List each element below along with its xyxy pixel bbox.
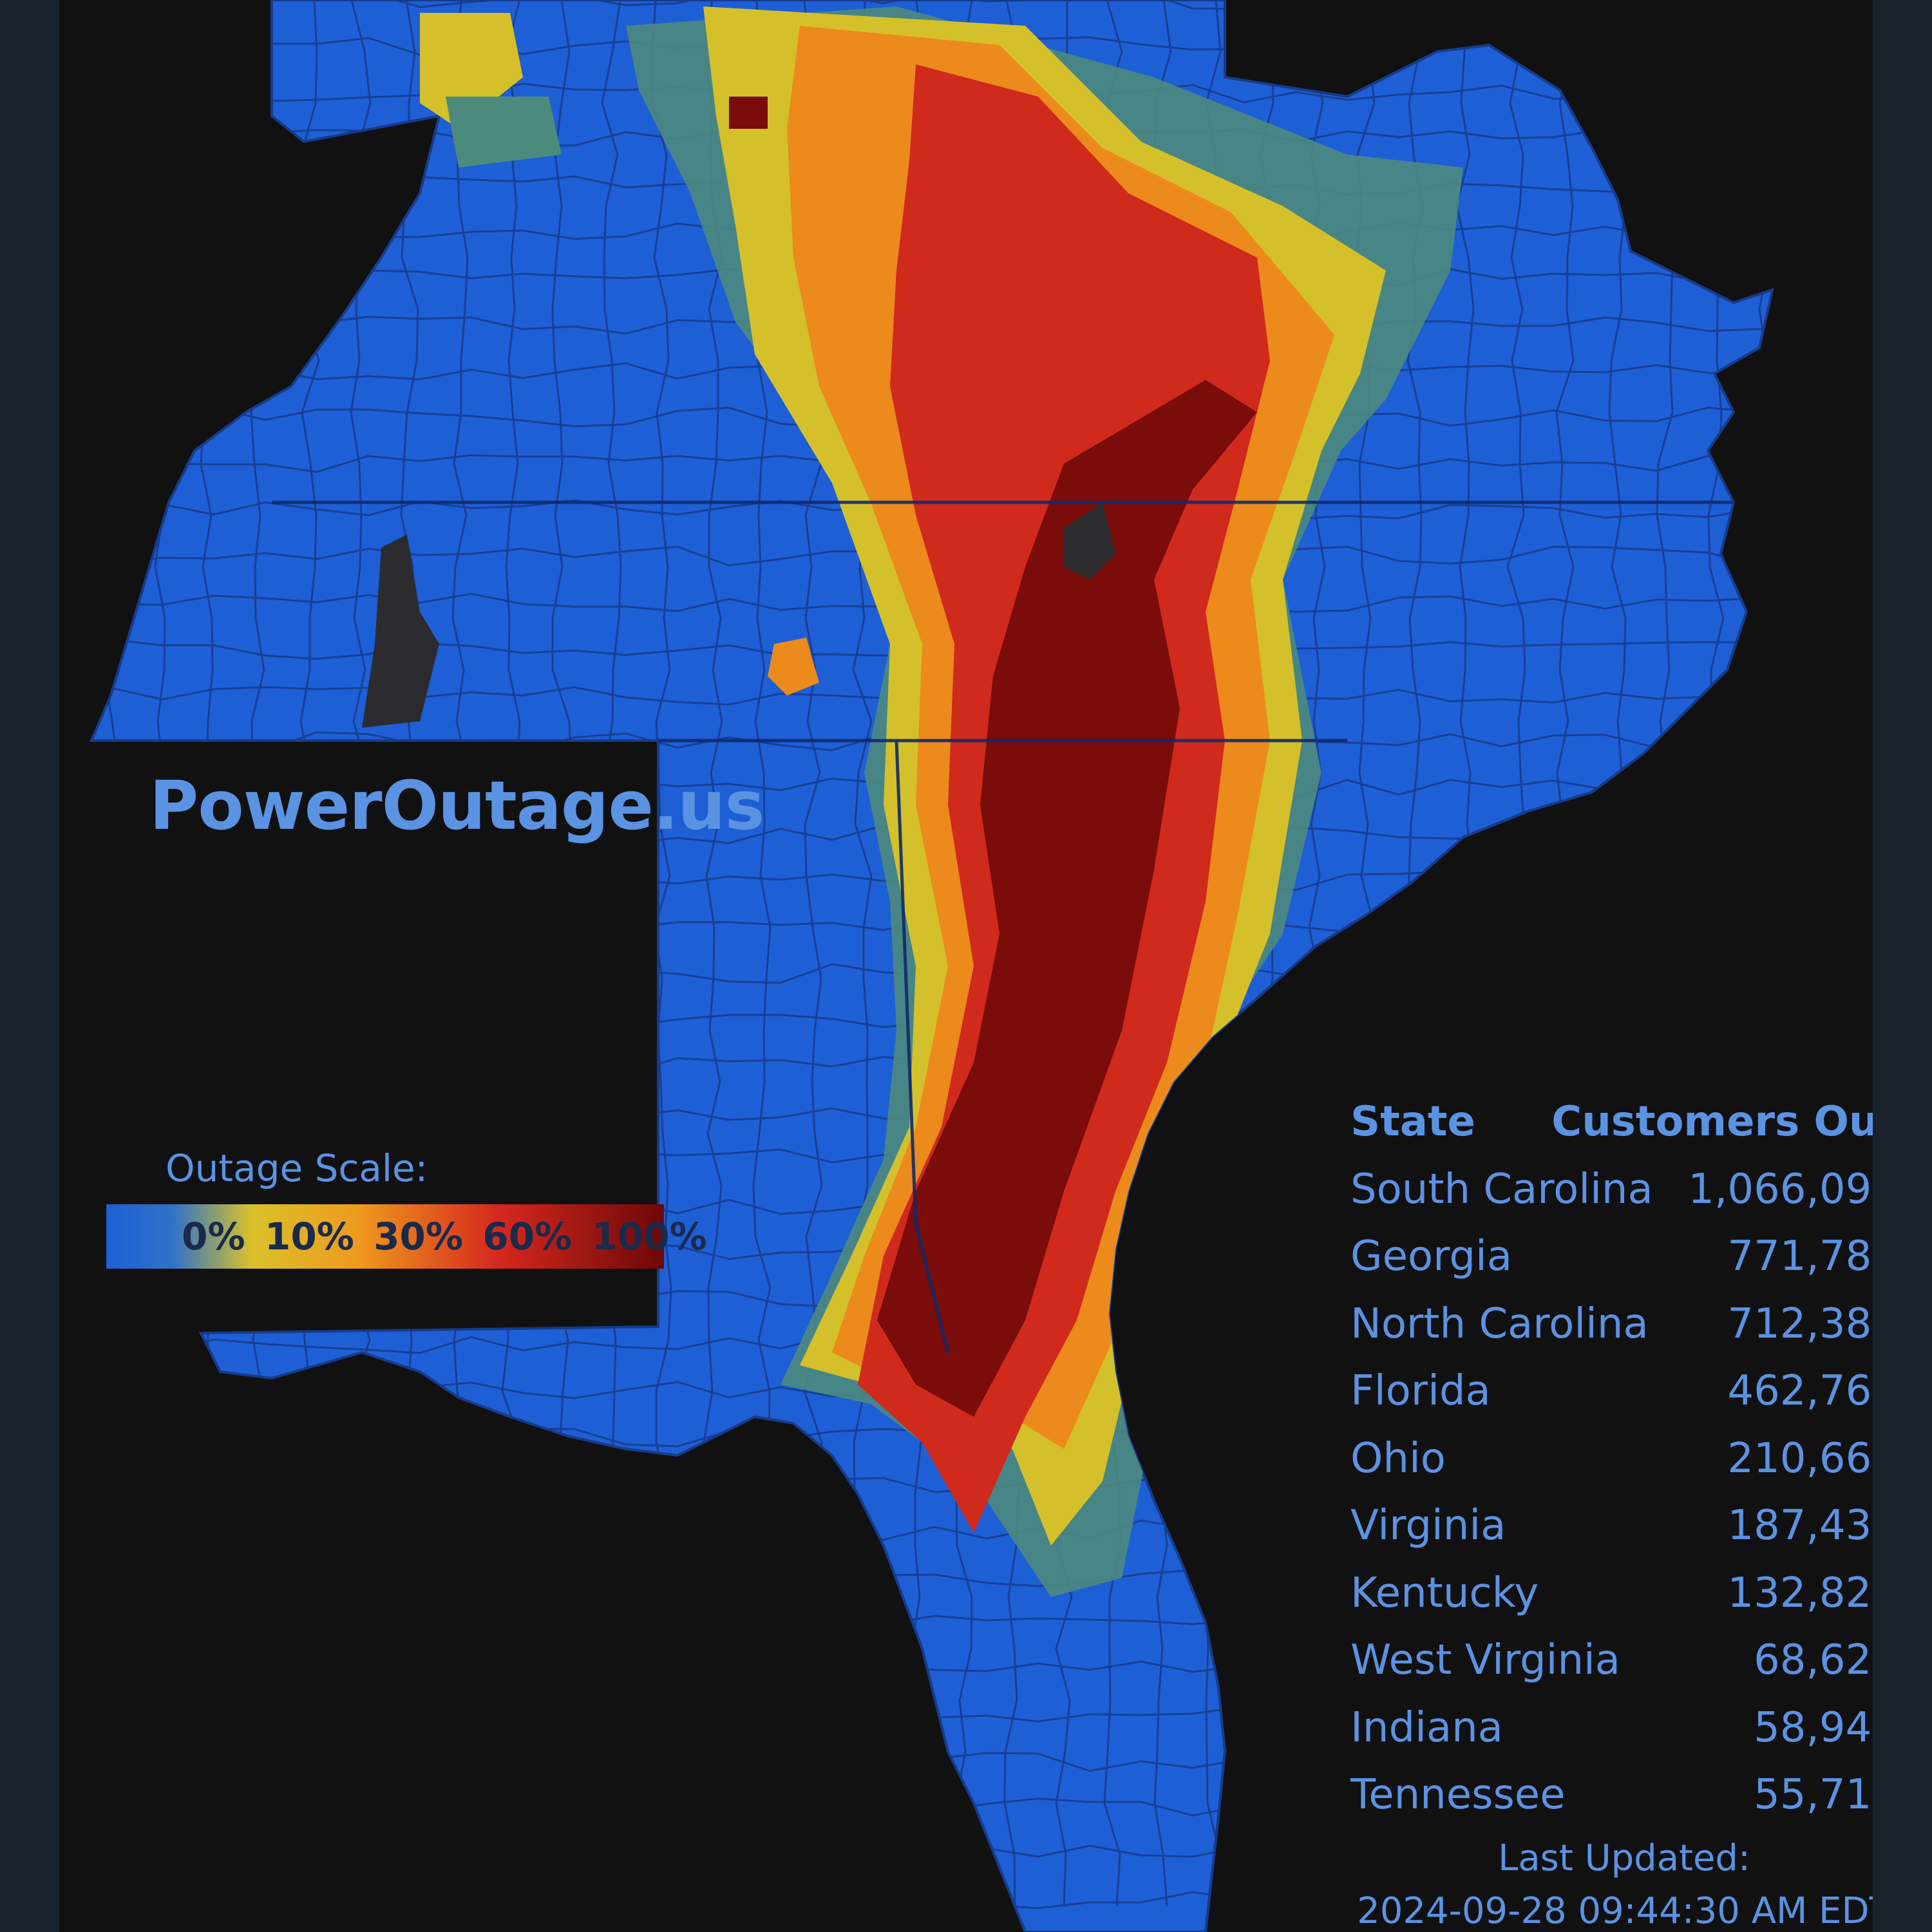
table-row: Kentucky 132,826 <box>1350 1560 1873 1627</box>
table-header: State Customers Out <box>1350 1088 1873 1156</box>
legend-tick: 0% <box>182 1215 245 1258</box>
table-row: North Carolina 712,384 <box>1350 1291 1873 1358</box>
table-row: Ohio 210,667 <box>1350 1425 1873 1493</box>
state-name: Indiana <box>1350 1703 1503 1752</box>
legend-tick: 100% <box>591 1215 707 1258</box>
last-updated-timestamp: 2024-09-28 09:44:30 AM EDT <box>1357 1890 1873 1932</box>
state-borders <box>272 500 1734 1353</box>
legend-gradient <box>106 1204 664 1269</box>
map-frame: PowerOutage.us Outage Scale: 0% 10% 30% … <box>59 0 1873 1932</box>
legend-title: Outage Scale: <box>166 1146 428 1190</box>
customers-out: 712,384 <box>1727 1300 1873 1348</box>
state-name: Ohio <box>1350 1434 1446 1482</box>
outage-zone-teal-2 <box>446 97 562 167</box>
river-feature <box>1064 502 1115 580</box>
header-customers: Customers Out <box>1551 1098 1873 1146</box>
customers-out: 58,947 <box>1754 1703 1873 1752</box>
customers-out: 187,432 <box>1727 1502 1873 1550</box>
customers-out: 68,622 <box>1754 1636 1873 1685</box>
table-row: Georgia 771,782 <box>1350 1223 1873 1291</box>
outage-table: State Customers Out South Carolina 1,066,… <box>1350 1088 1873 1829</box>
customers-out: 210,667 <box>1727 1434 1873 1482</box>
outage-zone-darkred-2 <box>729 97 768 129</box>
table-row: West Virginia 68,622 <box>1350 1627 1873 1694</box>
state-name: Tennessee <box>1350 1771 1566 1819</box>
customers-out: 1,066,098 <box>1688 1165 1873 1213</box>
last-updated-label: Last Updated: <box>1498 1837 1750 1879</box>
state-name: Georgia <box>1350 1233 1512 1281</box>
customers-out: 462,763 <box>1727 1367 1873 1416</box>
state-name: West Virginia <box>1350 1636 1620 1685</box>
customers-out: 132,826 <box>1727 1569 1873 1617</box>
outage-map[interactable] <box>59 0 1873 1932</box>
table-row: Indiana 58,947 <box>1350 1694 1873 1762</box>
table-row: Florida 462,763 <box>1350 1358 1873 1425</box>
outage-zone-darkred <box>877 380 1257 1417</box>
brand-logo[interactable]: PowerOutage.us <box>149 766 764 845</box>
legend-tick: 10% <box>265 1215 354 1258</box>
legend-tick: 60% <box>482 1215 573 1258</box>
table-row: South Carolina 1,066,098 <box>1350 1156 1873 1224</box>
state-name: Virginia <box>1350 1502 1506 1550</box>
state-name: Kentucky <box>1350 1569 1539 1617</box>
state-name: Florida <box>1350 1367 1491 1416</box>
header-state: State <box>1350 1098 1475 1146</box>
legend-tick: 30% <box>374 1215 464 1258</box>
outage-zone-yellow-2 <box>420 13 523 129</box>
customers-out: 771,782 <box>1727 1233 1873 1281</box>
state-name: North Carolina <box>1350 1300 1649 1348</box>
lake-feature <box>362 535 439 728</box>
state-name: South Carolina <box>1350 1165 1653 1213</box>
legend-scale: 0% 10% 30% 60% 100% <box>166 1204 723 1269</box>
customers-out: 55,711 <box>1754 1771 1873 1819</box>
last-updated: Last Updated: 2024-09-28 09:44:30 AM EDT <box>1350 1832 1873 1932</box>
table-row: Tennessee 55,711 <box>1350 1761 1873 1829</box>
outage-overlay <box>420 6 1463 1597</box>
outage-zone-orange-2 <box>768 638 819 696</box>
table-row: Virginia 187,432 <box>1350 1492 1873 1560</box>
